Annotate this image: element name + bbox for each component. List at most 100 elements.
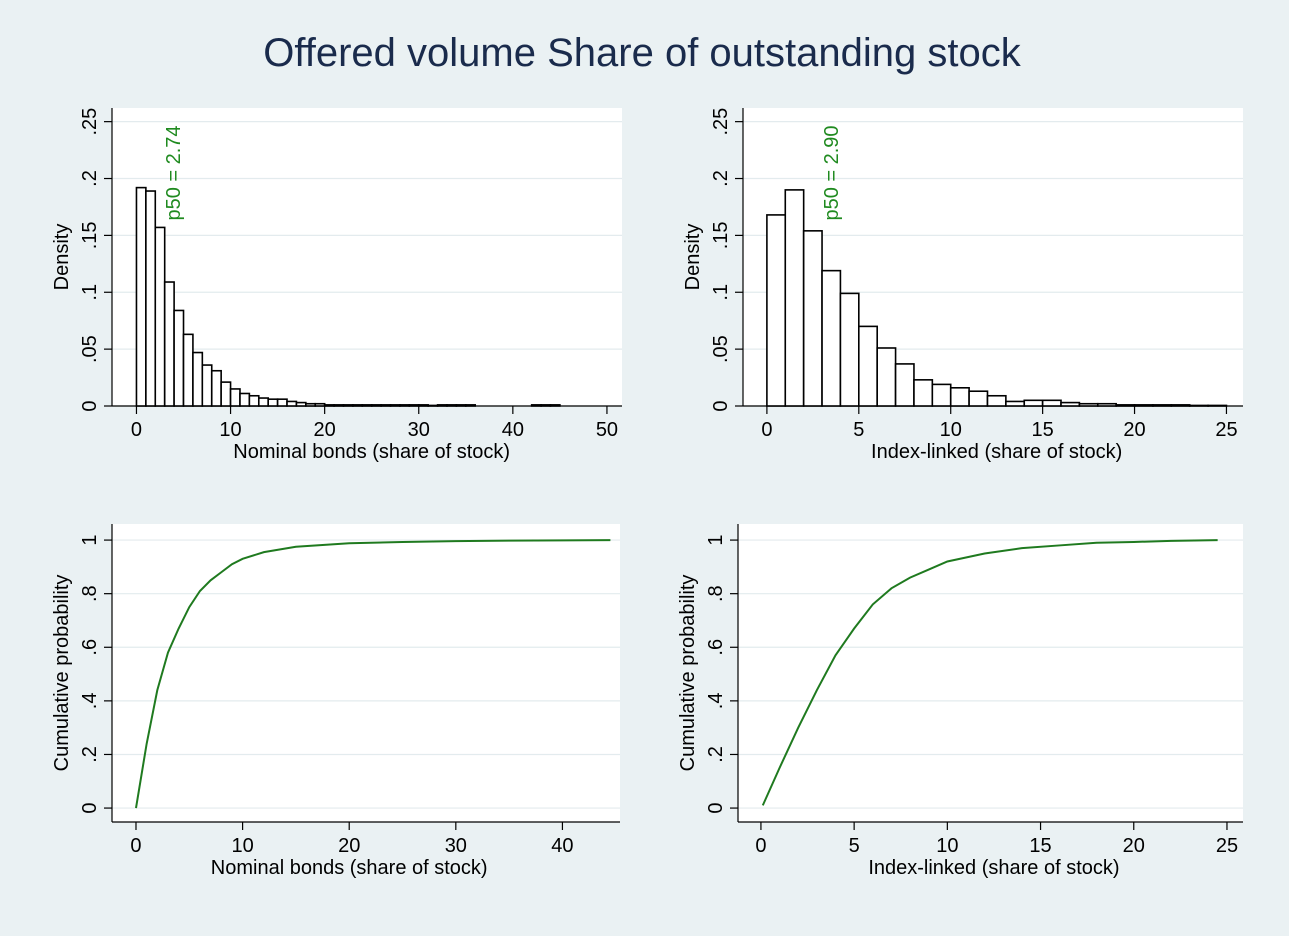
histogram-bar <box>802 230 823 407</box>
histogram-bar <box>839 292 860 407</box>
histogram-bar <box>201 364 213 407</box>
y-tick-label: 1 <box>705 535 727 546</box>
y-tick-label: .1 <box>710 284 732 301</box>
histogram-bar <box>1152 404 1173 407</box>
histogram-bar <box>352 404 364 407</box>
histogram-bar <box>876 347 897 407</box>
histogram-bar <box>182 333 194 407</box>
histogram-bar <box>465 404 477 407</box>
histogram-bar <box>239 392 251 407</box>
y-axis-label: Cumulative probability <box>677 575 699 772</box>
y-tick-label: .6 <box>705 639 727 656</box>
median-annotation: p50 = 2.90 <box>821 125 843 220</box>
histogram-bar <box>1170 404 1191 407</box>
y-tick-label: .25 <box>79 108 101 136</box>
histogram-bar <box>968 390 989 407</box>
histogram-bar <box>333 404 345 407</box>
y-tick-label: 0 <box>79 803 101 814</box>
histogram-bar <box>1115 404 1136 407</box>
y-tick-label: .4 <box>705 693 727 710</box>
x-tick-label: 20 <box>314 419 336 441</box>
histogram-bar <box>417 404 429 407</box>
x-tick-label: 15 <box>1029 835 1051 857</box>
y-tick-label: 0 <box>710 400 732 411</box>
x-tick-label: 20 <box>1123 835 1145 857</box>
histogram-bar <box>1041 399 1062 407</box>
y-tick-label: .8 <box>705 585 727 602</box>
y-tick-label: .2 <box>79 746 101 763</box>
x-tick-label: 0 <box>755 835 766 857</box>
histogram-bar <box>276 398 288 407</box>
y-tick-label: 0 <box>705 803 727 814</box>
histogram-bar <box>1078 402 1099 407</box>
histogram-bar <box>380 404 392 407</box>
histogram-bar <box>220 381 232 407</box>
histogram-bar <box>427 404 439 407</box>
x-tick-label: 30 <box>445 835 467 857</box>
histogram-bar <box>446 404 458 407</box>
histogram-bar <box>1133 404 1154 407</box>
y-tick-label: .2 <box>79 170 101 187</box>
y-tick-label: 0 <box>79 400 101 411</box>
x-tick-label: 5 <box>849 835 860 857</box>
histogram-bar <box>295 401 307 407</box>
histogram-bar <box>210 369 222 407</box>
cdf-line <box>135 539 611 809</box>
y-tick-label: .2 <box>710 170 732 187</box>
histogram-bar <box>267 398 279 407</box>
x-tick-label: 25 <box>1216 835 1238 857</box>
histogram-bar <box>530 404 542 407</box>
y-axis-label: Density <box>682 224 704 291</box>
histogram-bar <box>1005 400 1026 407</box>
histogram-bar <box>540 404 552 407</box>
y-tick-label: .6 <box>79 639 101 656</box>
histogram-bar <box>1096 402 1117 407</box>
y-tick-label: .4 <box>79 693 101 710</box>
histogram-bar <box>784 189 805 407</box>
histogram-bar <box>766 214 787 407</box>
x-tick-label: 15 <box>1032 419 1054 441</box>
histogram-bar <box>192 351 204 407</box>
y-axis-label: Density <box>51 224 73 291</box>
histogram-bar <box>1207 404 1228 407</box>
histogram-bar <box>913 379 934 407</box>
y-tick-label: .25 <box>710 108 732 136</box>
x-tick-label: 50 <box>596 419 618 441</box>
histogram-bar <box>173 309 185 407</box>
plot-area <box>738 524 1243 822</box>
x-tick-label: 20 <box>338 835 360 857</box>
x-axis-label: Index-linked (share of stock) <box>868 857 1119 879</box>
histogram-bar <box>549 404 561 407</box>
histogram-bar <box>1188 404 1209 407</box>
histogram-bar <box>858 325 878 407</box>
x-axis-label: Index-linked (share of stock) <box>871 441 1122 463</box>
x-tick-label: 5 <box>853 419 864 441</box>
histogram-bar <box>248 394 260 407</box>
histogram-bar <box>399 404 411 407</box>
x-tick-label: 0 <box>761 419 772 441</box>
histogram-bar <box>342 404 354 407</box>
x-tick-label: 40 <box>502 419 524 441</box>
y-tick-label: .15 <box>79 221 101 249</box>
histogram-bar <box>135 186 147 407</box>
histogram-bar <box>229 388 241 407</box>
histogram-bar <box>370 404 382 407</box>
histogram-bar <box>314 402 326 407</box>
histogram-bar <box>455 404 467 407</box>
histogram-bar <box>323 404 335 407</box>
y-tick-label: .8 <box>79 585 101 602</box>
histogram-bar <box>145 190 157 407</box>
y-axis-label: Cumulative probability <box>51 575 73 772</box>
x-tick-label: 10 <box>219 419 241 441</box>
histogram-bar <box>286 400 298 407</box>
x-tick-label: 0 <box>131 419 142 441</box>
x-tick-label: 30 <box>408 419 430 441</box>
y-tick-label: 1 <box>79 535 101 546</box>
histogram-bar <box>389 404 401 407</box>
x-tick-label: 25 <box>1215 419 1237 441</box>
histogram-bar <box>163 281 175 407</box>
histogram-bar <box>436 404 448 407</box>
x-tick-label: 10 <box>936 835 958 857</box>
y-tick-label: .1 <box>79 284 101 301</box>
histogram-bar <box>894 363 915 407</box>
